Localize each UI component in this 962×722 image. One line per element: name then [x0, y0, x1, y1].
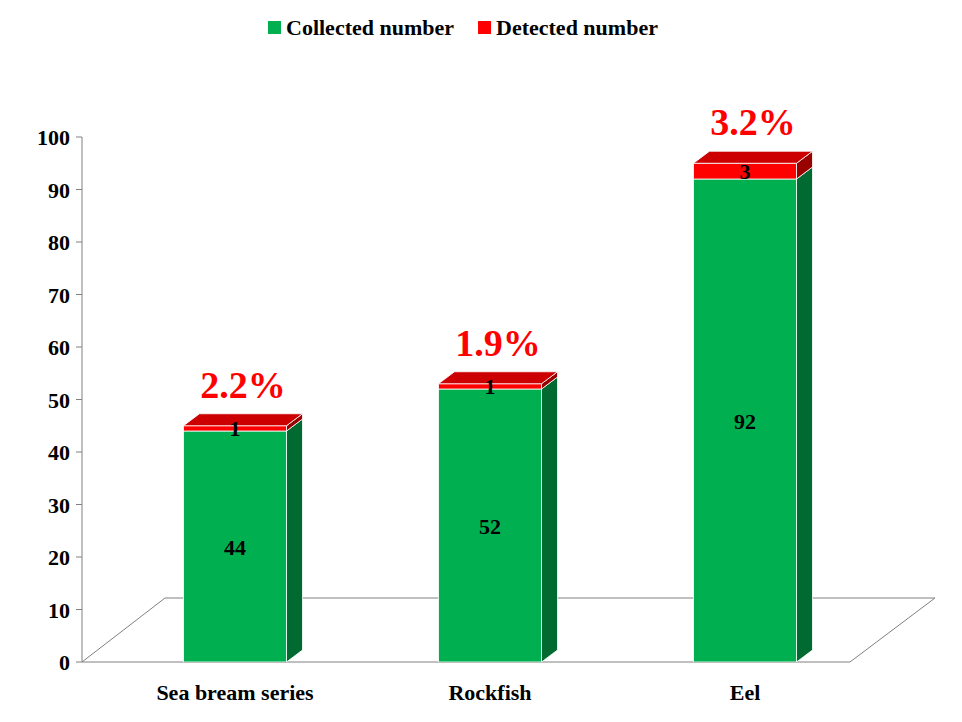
y-tick [76, 399, 82, 400]
bar-segment [694, 179, 797, 662]
y-tick-label: 0 [59, 650, 70, 675]
chart: 0 10 20 30 40 50 60 70 80 90 100 44 1 2.2% 52 1 1.9% 92 3 3… [0, 0, 962, 722]
annotation: 3.2% [710, 101, 796, 143]
labels: 44 1 2.2% 52 1 1.9% 92 3 3.2% [200, 101, 796, 559]
data-label: 1 [485, 374, 496, 399]
legend: Collected number Detected number [268, 15, 658, 40]
bars [184, 151, 813, 662]
x-tick-label: Sea bream series [156, 680, 314, 705]
y-tick-label: 50 [48, 388, 70, 413]
y-tick-label: 10 [48, 598, 70, 623]
data-label: 1 [230, 416, 241, 441]
annotation: 2.2% [200, 364, 286, 406]
legend-swatch [268, 21, 281, 34]
data-label: 52 [479, 514, 501, 539]
data-label: 3 [740, 159, 751, 184]
y-tick [76, 347, 82, 348]
page: {"chart_data": {"type": "bar", "stacked"… [0, 0, 962, 722]
legend-label: Detected number [496, 15, 658, 40]
bar-side [287, 419, 303, 662]
y-tick-label: 60 [48, 335, 70, 360]
legend-swatch [478, 21, 491, 34]
y-tick-label: 100 [37, 125, 70, 150]
bar-top [694, 151, 813, 163]
y-tick-label: 30 [48, 493, 70, 518]
bar-side [542, 377, 558, 662]
y-tick [76, 504, 82, 505]
y-tick-label: 40 [48, 440, 70, 465]
y-tick-label: 90 [48, 178, 70, 203]
y-tick [76, 242, 82, 243]
bar-top [184, 414, 303, 426]
y-tick [76, 189, 82, 190]
bar-segment [439, 389, 542, 662]
x-tick-label: Eel [730, 680, 761, 705]
y-tick-label: 80 [48, 230, 70, 255]
data-label: 44 [224, 535, 246, 560]
x-tick-label: Rockfish [448, 680, 531, 705]
bar-segment [184, 431, 287, 662]
y-tick [76, 609, 82, 610]
y-tick [76, 662, 82, 663]
annotation: 1.9% [455, 322, 541, 364]
legend-label: Collected number [286, 15, 454, 40]
y-tick [76, 557, 82, 558]
data-label: 92 [734, 409, 756, 434]
y-tick-label: 20 [48, 545, 70, 570]
y-tick-label: 70 [48, 283, 70, 308]
bar-side [797, 167, 813, 662]
y-tick [76, 137, 82, 138]
y-tick [76, 294, 82, 295]
y-tick [76, 452, 82, 453]
bar-top [439, 372, 558, 384]
